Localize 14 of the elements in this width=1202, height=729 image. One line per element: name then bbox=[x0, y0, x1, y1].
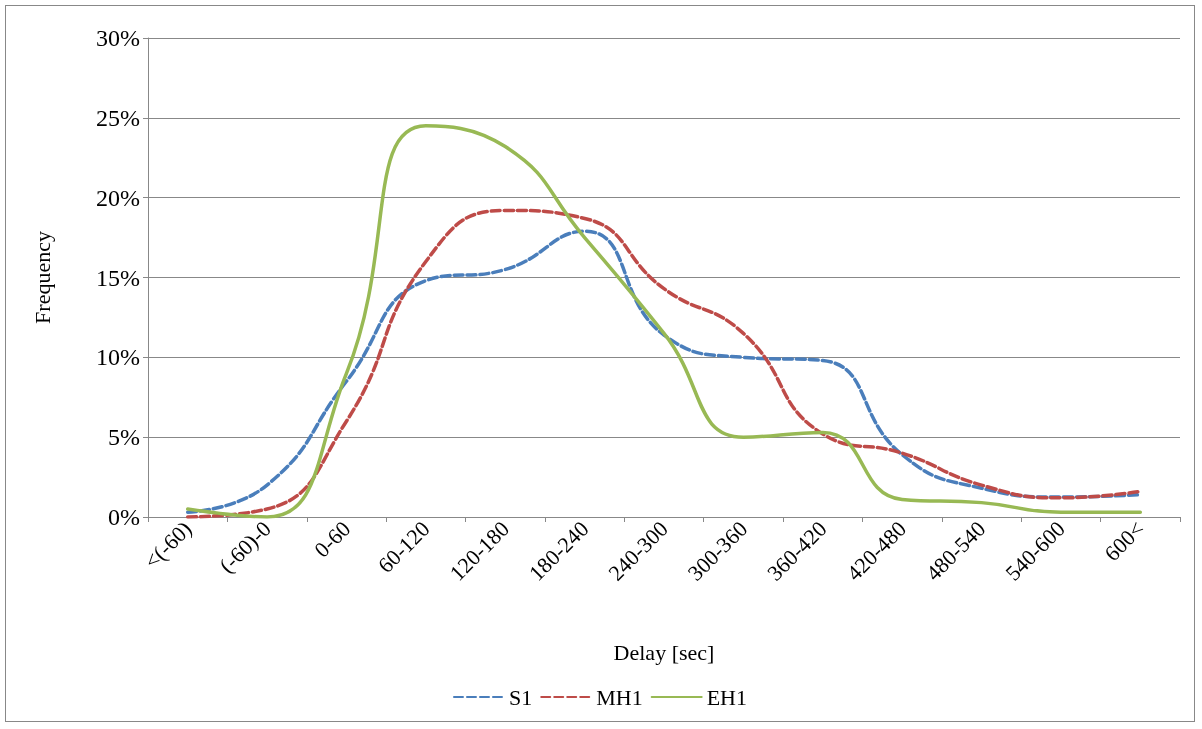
y-tick-label: 15% bbox=[96, 264, 140, 291]
legend-label: EH1 bbox=[706, 684, 748, 710]
x-tick-label: 0-60 bbox=[309, 516, 356, 563]
y-tick-label: 25% bbox=[96, 104, 140, 131]
line-series bbox=[185, 124, 1143, 519]
y-tick-label: 0% bbox=[108, 504, 140, 530]
y-tick-label: 10% bbox=[96, 344, 140, 371]
y-tick-label: 30% bbox=[96, 25, 140, 51]
legend-label: MH1 bbox=[596, 684, 643, 710]
y-axis-title: Frequency bbox=[29, 231, 55, 324]
y-tick-label: 20% bbox=[96, 184, 140, 211]
y-tick-label: 5% bbox=[108, 424, 140, 451]
x-axis-title: Delay [sec] bbox=[613, 639, 715, 665]
legend-label: S1 bbox=[508, 684, 533, 710]
